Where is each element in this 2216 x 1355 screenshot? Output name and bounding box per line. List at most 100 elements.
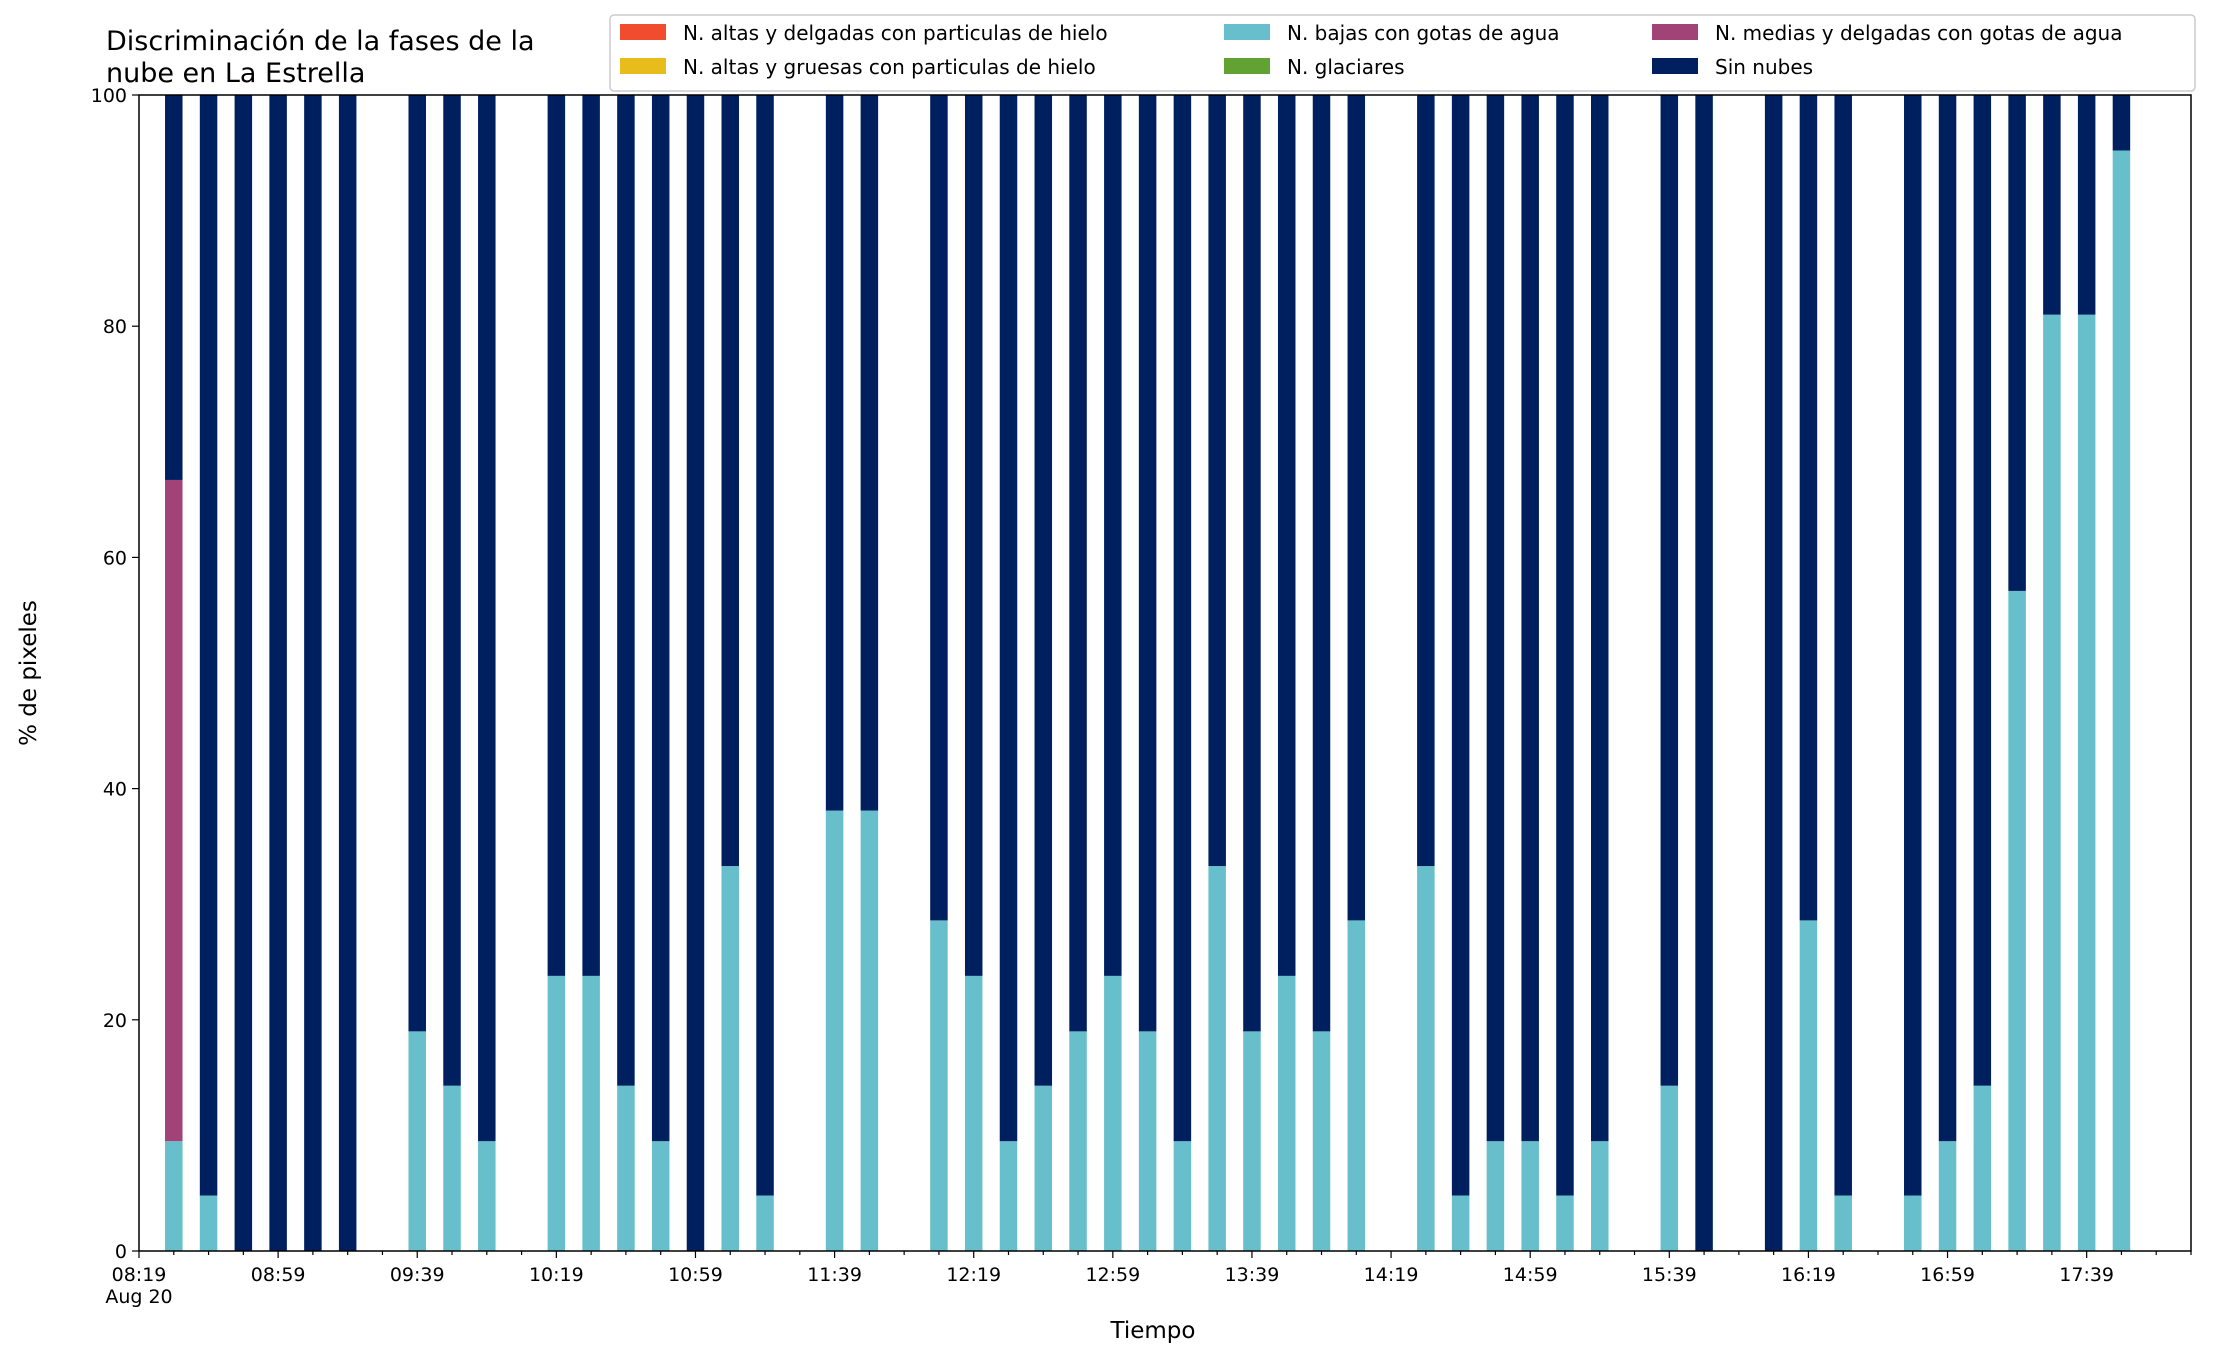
segment-bajas (443, 1085, 461, 1251)
segment-sin-nubes (1451, 95, 1470, 1196)
bar-17:39 (2077, 95, 2096, 1251)
segment-sin-nubes (1347, 95, 1366, 921)
segment-sin-nubes (304, 95, 322, 1251)
segment-sin-nubes (1104, 95, 1122, 976)
bar-12:19 (964, 95, 983, 1251)
segment-bajas (1104, 975, 1122, 1251)
segment-bajas (1208, 866, 1226, 1251)
bar-14:59 (1521, 95, 1539, 1251)
segment-bajas (930, 920, 948, 1251)
bar-15:39 (1660, 95, 1679, 1251)
bar-13:39 (1243, 95, 1261, 1251)
segment-bajas (1590, 1141, 1609, 1251)
segment-sin-nubes (1556, 95, 1574, 1196)
segment-sin-nubes (1904, 95, 1922, 1196)
bar-12:39 (1034, 95, 1053, 1251)
x-tick-label: 17:39 (2059, 1264, 2114, 1286)
segment-sin-nubes (1660, 95, 1679, 1086)
bar-16:09 (1764, 95, 1783, 1251)
bar-15:19 (1590, 95, 1609, 1251)
segment-bajas (1347, 920, 1366, 1251)
x-tick-label: 08:19 (112, 1264, 167, 1286)
segment-sin-nubes (651, 95, 670, 1142)
segment-bajas (1417, 866, 1435, 1251)
bar-15:09 (1556, 95, 1574, 1251)
y-tick-label: 80 (103, 316, 127, 338)
segment-sin-nubes (1243, 95, 1261, 1032)
bar-09:19 (338, 95, 357, 1251)
segment-bajas (1173, 1141, 1192, 1251)
bar-17:09 (1973, 95, 1992, 1251)
segment-sin-nubes (1590, 95, 1609, 1142)
segment-sin-nubes (1417, 95, 1435, 867)
segment-sin-nubes (443, 95, 461, 1086)
x-tick-label: 11:39 (807, 1264, 862, 1286)
x-tick-label: 16:59 (1920, 1264, 1975, 1286)
segment-sin-nubes (1973, 95, 1992, 1086)
legend-label: Sin nubes (1715, 55, 1813, 79)
y-axis: 0 20 40 60 80 100 (91, 85, 139, 1263)
bar-14:29 (1417, 95, 1435, 1251)
segment-bajas (408, 1031, 426, 1251)
segment-bajas (617, 1085, 635, 1251)
plot-frame (138, 94, 2192, 1252)
segment-sin-nubes (825, 95, 844, 811)
segment-sin-nubes (1208, 95, 1226, 867)
segment-sin-nubes (930, 95, 948, 921)
segment-bajas (1834, 1195, 1852, 1251)
segment-bajas (1556, 1195, 1574, 1251)
legend-label: N. bajas con gotas de agua (1287, 21, 1560, 45)
legend-box (609, 14, 2196, 92)
segment-sin-nubes (165, 95, 183, 480)
bar-09:49 (443, 95, 461, 1251)
segment-bajas (1799, 920, 1818, 1251)
segment-bajas (1138, 1031, 1157, 1251)
segment-sin-nubes (999, 95, 1018, 1142)
segment-bajas (165, 1141, 183, 1251)
bar-09:09 (304, 95, 322, 1251)
segment-sin-nubes (1277, 95, 1296, 976)
segment-sin-nubes (1034, 95, 1053, 1086)
segment-bajas (721, 866, 740, 1251)
x-tick-label: 13:39 (1225, 1264, 1280, 1286)
bar-12:09 (930, 95, 948, 1251)
bar-14:39 (1451, 95, 1470, 1251)
segment-bajas (999, 1141, 1018, 1251)
x-tick-label: 10:19 (529, 1264, 584, 1286)
segment-bajas (1277, 975, 1296, 1251)
x-tick-label: 16:19 (1781, 1264, 1836, 1286)
segment-sin-nubes (2008, 95, 2026, 591)
y-tick-label: 100 (91, 85, 127, 107)
segment-sin-nubes (2077, 95, 2096, 315)
segment-sin-nubes (860, 95, 879, 811)
bar-17:49 (2112, 95, 2131, 1251)
bar-13:09 (1138, 95, 1157, 1251)
legend-label: N. altas y gruesas con particulas de hie… (683, 55, 1096, 79)
bar-17:29 (2043, 95, 2061, 1251)
bar-16:29 (1834, 95, 1852, 1251)
segment-bajas (964, 975, 983, 1251)
segment-medias (165, 479, 183, 1142)
bar-13:49 (1277, 95, 1296, 1251)
x-tick-label: 14:19 (1364, 1264, 1419, 1286)
segment-bajas (1243, 1031, 1261, 1251)
y-axis-label: % de pixeles (16, 600, 42, 746)
segment-bajas (1312, 1031, 1331, 1251)
segment-sin-nubes (1695, 95, 1713, 1251)
legend-item: N. altas y delgadas con particulas de hi… (620, 21, 1108, 45)
x-axis-label: Tiempo (1110, 1318, 1196, 1344)
legend-label: N. medias y delgadas con gotas de agua (1715, 21, 2123, 45)
bar-08:39 (199, 95, 218, 1251)
y-tick-label: 20 (103, 1010, 127, 1032)
bar-11:19 (756, 95, 774, 1251)
legend-swatch (620, 24, 666, 40)
segment-sin-nubes (582, 95, 600, 976)
bar-12:59 (1104, 95, 1122, 1251)
legend-item: N. medias y delgadas con gotas de agua (1652, 21, 2123, 45)
segment-bajas (2043, 314, 2061, 1251)
x-tick-label: 15:39 (1642, 1264, 1697, 1286)
bars-layer (165, 95, 2131, 1251)
legend-item: Sin nubes (1652, 55, 1813, 79)
